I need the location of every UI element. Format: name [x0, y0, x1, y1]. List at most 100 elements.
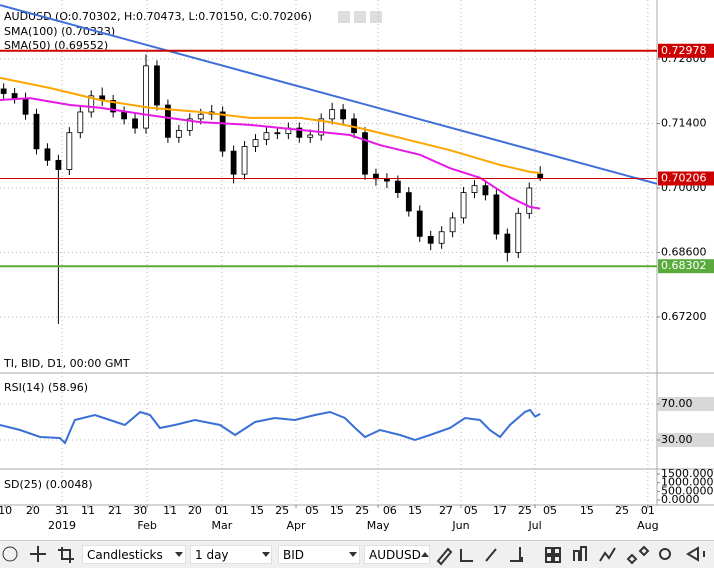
x-tick-label: 20: [26, 504, 40, 517]
title-icon[interactable]: [370, 11, 382, 23]
x-tick-label: 15: [580, 504, 594, 517]
y-tick-label: 30.00: [661, 433, 693, 446]
candle-body: [197, 113, 204, 120]
x-tick-label: 25: [518, 504, 532, 517]
candle-body: [230, 150, 237, 175]
crosshair-icon[interactable]: [30, 546, 46, 562]
candle-body: [504, 233, 511, 253]
timeframe-dropdown[interactable]: 1 day: [190, 545, 272, 564]
x-tick-label: 31: [55, 504, 69, 517]
y-tick-label: 0.71400: [661, 116, 707, 129]
sma-line: [0, 97, 541, 210]
x-tick-label: 21: [108, 504, 122, 517]
x-tick-label: 25: [275, 504, 289, 517]
candle-body: [340, 109, 347, 120]
x-tick-label: 20: [188, 504, 202, 517]
y-tick-label: 1500.0000: [661, 467, 714, 480]
candle-body: [537, 173, 544, 179]
candle-body: [526, 187, 533, 214]
candle-body: [307, 134, 314, 138]
candle-body: [219, 111, 226, 152]
sd-title: SD(25) (0.0048): [4, 478, 93, 491]
toolbar-icon[interactable]: [436, 545, 705, 566]
candle-body: [164, 104, 171, 138]
candle-body: [175, 129, 182, 138]
candle-body: [471, 185, 478, 193]
x-tick-label: 05: [464, 504, 478, 517]
rsi-title: RSI(14) (58.96): [4, 381, 88, 394]
tick-label-box: [658, 397, 714, 411]
candle-body: [362, 132, 368, 175]
sma-line: [0, 76, 541, 175]
toolbar-icons: [2, 546, 74, 563]
candle-body: [11, 93, 18, 99]
y-tick-label: 500.0000: [661, 484, 714, 497]
candle-body: [318, 118, 325, 136]
candle-body: [263, 132, 270, 141]
candle-body: [186, 118, 193, 131]
candle-body: [154, 65, 160, 106]
x-tick-label: 06: [383, 504, 397, 517]
candle-body: [77, 111, 84, 134]
x-month-label: Mar: [212, 519, 233, 532]
candle-body: [252, 139, 259, 147]
chart-title: AUDUSD (O:0.70302, H:0.70473, L:0.70150,…: [4, 10, 312, 23]
x-tick-label: 05: [305, 504, 319, 517]
candle-body: [88, 95, 95, 113]
candle-body: [66, 132, 73, 170]
level-label-box: [658, 259, 714, 274]
x-tick-label: 30: [133, 504, 147, 517]
y-tick-label: 0.67200: [661, 310, 707, 323]
chart-type-dropdown[interactable]: Candlesticks: [82, 545, 186, 564]
y-tick-label: 1000.0000: [661, 476, 714, 489]
crop-icon[interactable]: [58, 547, 74, 563]
title-icon[interactable]: [354, 11, 366, 23]
price-dropdown[interactable]: BID: [278, 545, 360, 564]
x-tick-label: 01: [215, 504, 229, 517]
candle-body: [33, 113, 40, 150]
candle-body: [482, 185, 489, 196]
info-icon[interactable]: [2, 546, 18, 562]
title-icon[interactable]: [338, 11, 350, 23]
symbol-dropdown[interactable]: AUDUSD: [364, 545, 430, 564]
x-tick-label: 11: [163, 504, 177, 517]
x-tick-label: 15: [250, 504, 264, 517]
background: [0, 0, 714, 540]
candle-body: [0, 88, 7, 94]
x-tick-label: 25: [355, 504, 369, 517]
candle-body: [438, 231, 445, 244]
candle-body: [241, 146, 248, 175]
x-month-label: 2019: [48, 519, 76, 532]
x-tick-label: 15: [408, 504, 422, 517]
candle-body: [394, 180, 401, 193]
level-label: 0.68302: [661, 259, 707, 272]
candle-body: [405, 192, 412, 212]
y-tick-label: 0.68600: [661, 245, 707, 258]
x-month-label: Jul: [527, 519, 541, 532]
candle-body: [416, 210, 423, 237]
candle-body: [22, 97, 29, 115]
y-tick-label: 70.00: [661, 397, 693, 410]
trendline: [0, 4, 658, 185]
x-tick-label: 17: [493, 504, 507, 517]
x-month-label: Feb: [137, 519, 156, 532]
x-month-label: Apr: [286, 519, 306, 532]
x-tick-label: 25: [615, 504, 629, 517]
level-label: 0.70206: [661, 171, 707, 184]
candle-body: [449, 217, 456, 233]
chart: AUDUSD (O:0.70302, H:0.70473, L:0.70150,…: [0, 0, 714, 540]
y-tick-label: 0.0000: [661, 493, 700, 506]
level-label: 0.72978: [661, 44, 707, 57]
candle-body: [460, 192, 467, 219]
legend-entry: SMA(50) (0.69552): [4, 39, 108, 52]
x-month-label: May: [367, 519, 390, 532]
x-tick-label: 15: [330, 504, 344, 517]
x-month-label: Aug: [637, 519, 658, 532]
level-label-box: [658, 171, 714, 186]
candle-body: [132, 118, 138, 129]
x-tick-label: 11: [81, 504, 95, 517]
candle-body: [110, 100, 117, 113]
candle-body: [143, 65, 149, 129]
level-label-box: [658, 43, 714, 58]
tick-label-box: [658, 433, 714, 447]
